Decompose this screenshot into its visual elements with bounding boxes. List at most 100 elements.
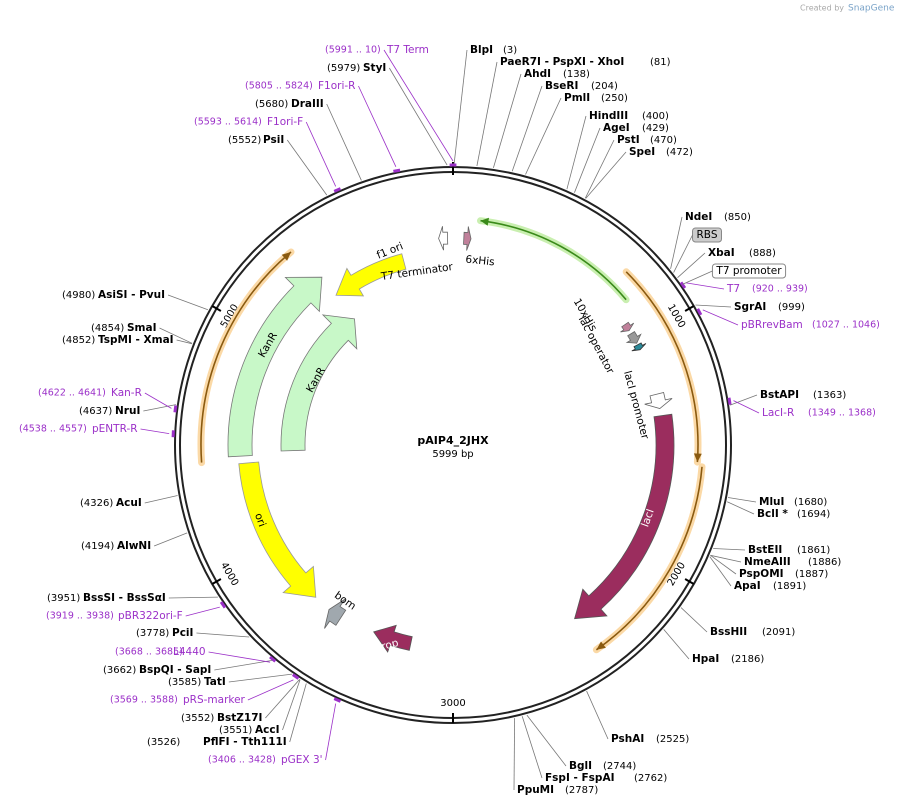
primer-mark xyxy=(393,168,401,173)
enzyme-position: (429) xyxy=(642,123,669,134)
enzyme-name: HpaI xyxy=(692,653,719,665)
scale-tick xyxy=(211,305,222,312)
primer-range: (3668 .. 3685) xyxy=(115,647,183,658)
primer-mark xyxy=(269,655,277,663)
enzyme-position: (4194) xyxy=(81,541,114,552)
primer-name: LacI-R xyxy=(762,407,794,419)
enzyme-connector xyxy=(176,339,192,345)
primer-connector xyxy=(686,282,725,290)
primer-connector xyxy=(247,679,294,701)
enzyme-position: (3662) xyxy=(103,665,136,676)
enzyme-name: BspQI - SapI xyxy=(139,664,211,676)
feature-label: RBS xyxy=(697,229,718,241)
orf-arc xyxy=(200,251,292,463)
primer-connector xyxy=(358,85,397,167)
enzyme-name: ApaI xyxy=(734,580,761,592)
enzyme-name: PsiI xyxy=(263,134,284,146)
enzyme-connector xyxy=(282,679,301,731)
enzyme-position: (1886) xyxy=(808,557,841,568)
lac-operator-2 xyxy=(631,342,647,352)
enzyme-position: (2525) xyxy=(656,734,689,745)
enzyme-connector xyxy=(388,67,448,166)
enzyme-connector xyxy=(265,679,300,719)
his-tag-arc-glow xyxy=(477,217,630,304)
enzyme-connector xyxy=(695,304,732,308)
six-his xyxy=(463,226,472,251)
enzyme-position: (1861) xyxy=(797,545,830,556)
enzyme-connector xyxy=(729,394,758,406)
enzyme-name: BclI * xyxy=(757,508,788,520)
enzyme-name: BglI xyxy=(569,760,592,772)
primer-connector xyxy=(144,392,172,409)
enzyme-connector xyxy=(574,127,601,193)
enzyme-connector xyxy=(143,404,176,412)
enzyme-connector xyxy=(713,548,746,551)
rop xyxy=(373,624,413,653)
enzyme-position: (850) xyxy=(724,212,751,223)
enzyme-position: (3778) xyxy=(136,628,169,639)
enzyme-position: (4980) xyxy=(62,290,95,301)
enzyme-connector xyxy=(289,683,307,743)
enzyme-position: (472) xyxy=(666,147,693,158)
orf-arc-head xyxy=(281,252,291,261)
his-tag-arc-head xyxy=(480,217,489,226)
enzyme-name: TatI xyxy=(204,676,226,688)
enzyme-position: (1887) xyxy=(795,569,828,580)
enzyme-position: (400) xyxy=(642,111,669,122)
plasmid-length: 5999 bp xyxy=(432,449,473,460)
enzyme-position: (2787) xyxy=(565,785,598,796)
enzyme-name: BstZ17I xyxy=(217,712,262,724)
primer-name: Kan-R xyxy=(111,387,142,399)
enzyme-connector xyxy=(493,73,522,169)
credit: Created by xyxy=(800,4,844,13)
feature-label: lacI promoter xyxy=(621,370,651,442)
enzyme-name: NruI xyxy=(115,405,140,417)
primer-range: (4622 .. 4641) xyxy=(38,388,106,399)
primer-connector xyxy=(208,651,271,663)
primer-connector xyxy=(140,428,170,434)
enzyme-name: BlpI xyxy=(470,44,493,56)
primer-range: (920 .. 939) xyxy=(752,284,808,295)
enzyme-connector xyxy=(168,596,218,599)
primer-connector xyxy=(325,703,337,761)
enzyme-name: NdeI xyxy=(685,211,712,223)
enzyme-connector xyxy=(153,532,188,547)
enzyme-name: PciI xyxy=(172,627,193,639)
primer-range: (3406 .. 3428) xyxy=(208,755,276,766)
enzyme-name: BstEII xyxy=(748,544,782,556)
enzyme-connector xyxy=(521,716,543,779)
primer-name: T7 Term xyxy=(386,44,429,56)
enzyme-connector xyxy=(727,497,757,503)
enzyme-name: AccI xyxy=(255,724,279,736)
primer-range: (1027 .. 1046) xyxy=(812,320,880,331)
primer-name: pENTR-R xyxy=(92,423,138,435)
enzyme-name: PshAI xyxy=(611,733,644,745)
enzyme-connector xyxy=(214,659,274,671)
enzyme-name: SmaI xyxy=(127,322,157,334)
enzyme-name: MluI xyxy=(759,496,784,508)
primer-name: pBR322ori-F xyxy=(118,610,183,622)
primer-mark xyxy=(727,397,732,405)
primer-name: T7 xyxy=(726,283,740,295)
feature-connector xyxy=(673,234,693,273)
ori xyxy=(238,461,317,598)
orf-arc-head xyxy=(693,453,702,463)
primer-name: pRS-marker xyxy=(183,694,246,706)
enzyme-connector xyxy=(663,629,690,660)
orf-arc-head xyxy=(596,641,606,650)
enzyme-connector xyxy=(513,718,515,791)
primer-name: F1ori-R xyxy=(318,80,355,92)
scale-tick xyxy=(211,578,222,585)
feature-connector xyxy=(682,270,713,285)
bom xyxy=(324,598,347,629)
enzyme-name: PspOMI xyxy=(739,568,784,580)
orf-arc xyxy=(595,466,703,651)
f1-ori xyxy=(335,253,407,297)
enzyme-position: (2744) xyxy=(603,761,636,772)
enzyme-connector xyxy=(585,151,627,199)
enzyme-name: TspMI - XmaI xyxy=(98,334,174,346)
plasmid-name: pAIP4_2JHX xyxy=(417,434,489,447)
enzyme-connector xyxy=(710,554,737,575)
enzyme-name: AlwNI xyxy=(117,540,151,552)
